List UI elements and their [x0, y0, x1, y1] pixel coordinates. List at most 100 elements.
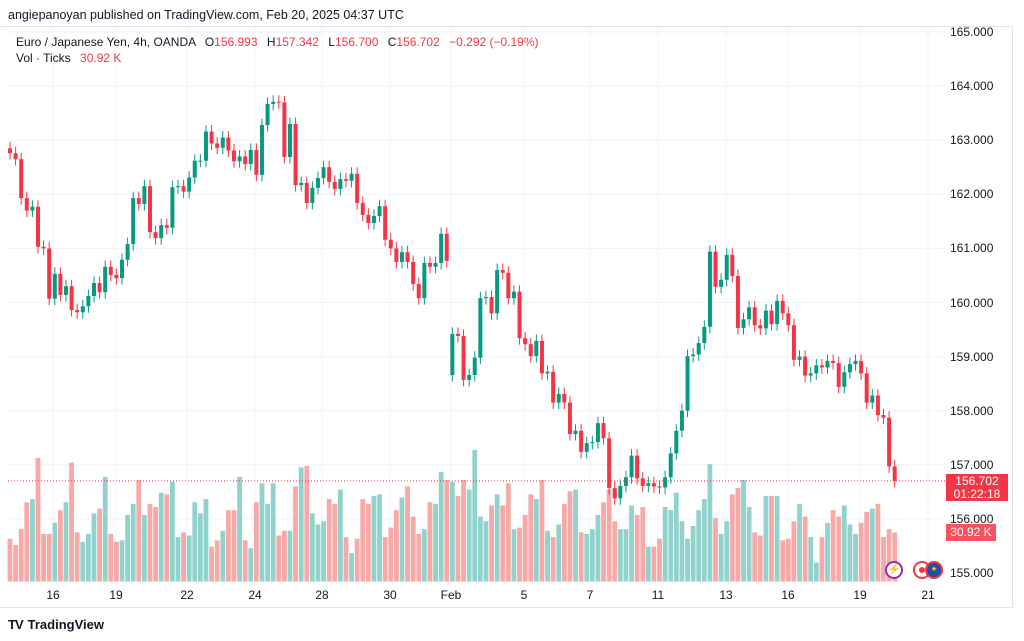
volume-bar — [186, 535, 192, 582]
volume-bar — [125, 514, 130, 582]
volume-bar — [825, 522, 830, 582]
candle-body — [579, 430, 584, 452]
volume-bar — [130, 503, 136, 582]
bar-countdown: 01:22:18 — [953, 487, 1001, 501]
volume-bar — [830, 510, 836, 582]
candle-body — [831, 360, 836, 364]
volume-bar — [679, 521, 685, 582]
candle-body — [528, 344, 533, 357]
candle-body — [215, 143, 220, 148]
candle-body — [444, 233, 449, 261]
candle-body — [786, 313, 791, 326]
volume-bar — [427, 502, 433, 582]
volume-bar — [612, 521, 618, 582]
volume-bar — [629, 505, 634, 582]
candle-body — [467, 374, 472, 380]
volume-bar — [433, 503, 438, 582]
candle-body — [657, 486, 662, 488]
volume-bar — [69, 462, 74, 582]
volume-bar — [449, 481, 455, 582]
volume-bar — [847, 524, 853, 582]
volume-bar — [220, 530, 226, 582]
candle-body — [741, 319, 746, 328]
candle-body — [455, 333, 460, 337]
volume-bar — [365, 503, 371, 582]
candle-body — [679, 410, 684, 431]
volume-bar — [780, 540, 786, 582]
y-tick-label: 165.000 — [950, 25, 994, 39]
candle-body — [870, 395, 875, 403]
volume-bar — [584, 533, 590, 582]
candle-body — [349, 173, 354, 181]
volume-bar — [517, 527, 522, 582]
high-value: 157.342 — [275, 35, 319, 49]
volume-bar — [864, 511, 870, 582]
candle-body — [623, 477, 628, 486]
volume-bar — [343, 537, 349, 582]
candle-body — [209, 131, 214, 144]
volume-bar — [668, 510, 674, 582]
candle-body — [612, 488, 617, 499]
candle-body — [685, 356, 690, 411]
x-tick-label: 19 — [853, 588, 867, 602]
volume-bar — [690, 526, 696, 582]
candle-body — [19, 159, 24, 199]
volume-bar — [97, 508, 102, 582]
volume-bar — [696, 510, 702, 582]
volume-bar — [304, 465, 310, 582]
volume-bar — [225, 510, 231, 582]
volume-bar — [74, 532, 80, 582]
candle-body — [674, 430, 679, 454]
volume-bar — [35, 457, 41, 582]
eu-flag-icon[interactable]: ★ — [925, 561, 943, 579]
volume-bar — [640, 507, 646, 582]
y-tick-label: 161.000 — [950, 241, 994, 256]
volume-bar — [197, 513, 203, 582]
volume-bar — [141, 514, 147, 582]
candle-body — [192, 160, 197, 178]
candle-body — [489, 297, 494, 314]
candle-body — [170, 187, 175, 228]
volume-bar — [332, 503, 338, 582]
volume-bar — [623, 529, 629, 582]
candle-body — [859, 360, 864, 374]
volume-bar — [24, 502, 30, 582]
volume-bar — [511, 529, 517, 582]
candle-body — [775, 300, 780, 325]
candle-body — [595, 423, 600, 443]
volume-legend: Vol · Ticks 30.92 K — [16, 51, 121, 65]
x-tick-label: 28 — [315, 588, 329, 602]
candle-body — [523, 338, 528, 345]
candle-body — [338, 179, 343, 189]
volume-bar — [561, 503, 567, 582]
volume-bar — [349, 552, 354, 582]
candle-body — [114, 274, 119, 279]
candle-body — [47, 248, 52, 299]
candle-body — [506, 272, 511, 299]
candle-body — [427, 263, 432, 267]
candle-body — [651, 483, 656, 487]
candle-body — [108, 266, 113, 275]
lightning-icon[interactable]: ⚡ — [885, 561, 903, 579]
chart-frame — [0, 26, 1013, 608]
candle-body — [136, 198, 141, 205]
volume-bar — [315, 524, 321, 582]
volume-bar — [337, 489, 343, 582]
candle-body — [399, 252, 404, 262]
volume-bar — [214, 540, 220, 582]
volume-bar — [841, 505, 847, 582]
candle-body — [259, 125, 264, 175]
volume-bar — [276, 535, 282, 582]
volume-bar — [326, 499, 332, 582]
volume-bar — [321, 521, 326, 582]
volume-bar — [113, 541, 119, 582]
candle-body — [646, 483, 651, 486]
candle-body — [8, 148, 12, 154]
candle-body — [562, 393, 567, 403]
candle-body — [91, 283, 96, 297]
x-tick-label: 13 — [719, 588, 733, 602]
close-label: C — [387, 35, 397, 49]
x-tick-label: 5 — [520, 588, 528, 602]
candle-body — [836, 363, 841, 387]
